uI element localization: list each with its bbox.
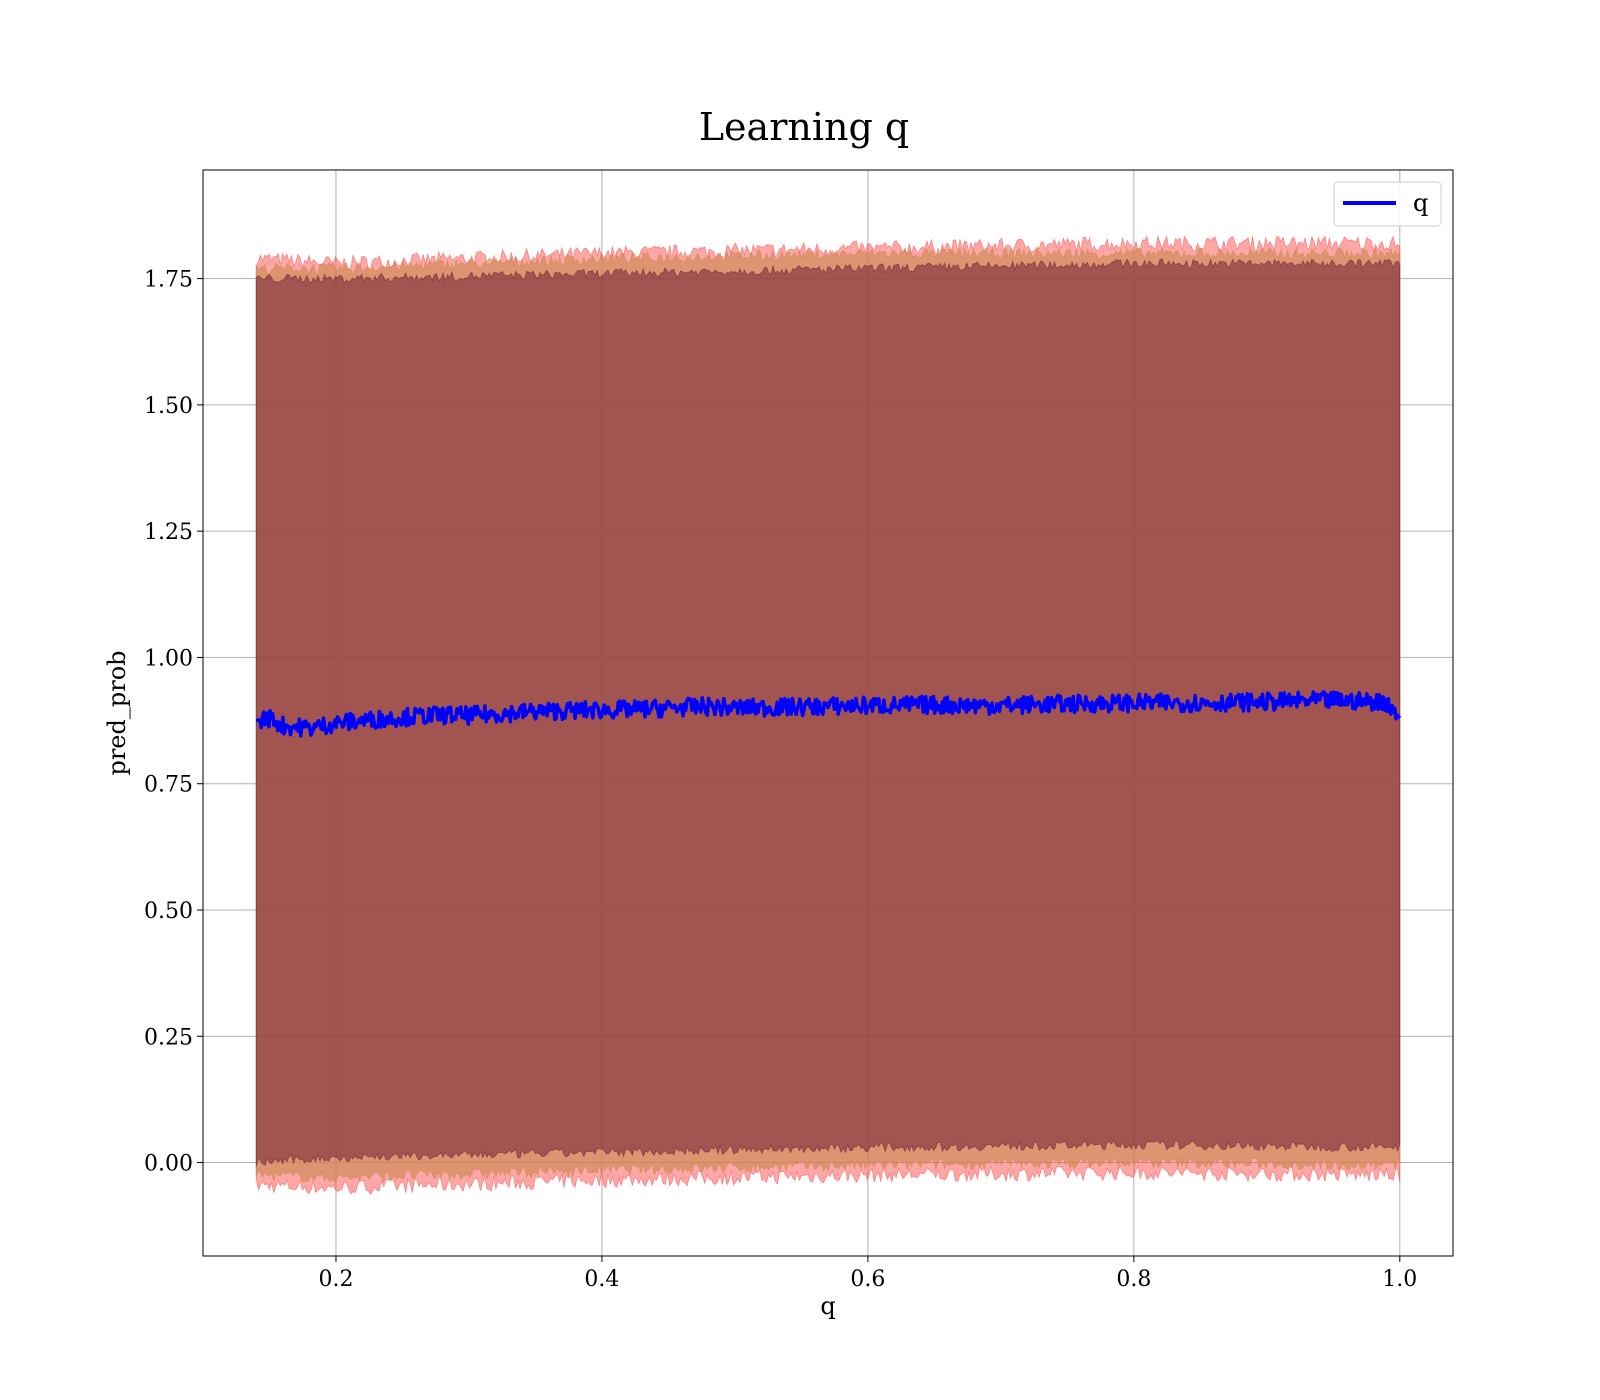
y-axis-label: pred_prob [103, 650, 131, 775]
x-tick-label: 0.2 [318, 1267, 353, 1292]
legend: q [1333, 181, 1442, 227]
series-line-q [255, 690, 1402, 738]
y-tick-label: 1.25 [144, 520, 193, 545]
band-inner [255, 258, 1401, 1167]
x-axis-ticks: 0.2 0.4 0.6 0.8 1.0 [318, 1256, 1417, 1292]
plot-area-frame [202, 169, 1454, 1257]
x-tick-label: 1.0 [1382, 1267, 1417, 1292]
series-lines [255, 690, 1402, 738]
y-tick-label: 1.50 [144, 394, 193, 419]
y-tick-label: 1.75 [144, 268, 193, 293]
y-tick-label: 1.00 [144, 646, 193, 671]
chart-title: Learning q [699, 105, 909, 149]
y-tick-label: 0.75 [144, 773, 193, 798]
y-tick-label: 0.25 [144, 1025, 193, 1050]
x-tick-label: 0.8 [1116, 1267, 1151, 1292]
confidence-bands [255, 235, 1401, 1196]
x-tick-label: 0.4 [584, 1267, 619, 1292]
x-tick-label: 0.6 [850, 1267, 885, 1292]
y-tick-label: 0.50 [144, 899, 193, 924]
legend-label: q [1413, 189, 1428, 217]
y-axis-ticks: 0.00 0.25 0.50 0.75 1.00 1.25 1.50 1.75 [144, 268, 203, 1177]
y-tick-label: 0.00 [144, 1152, 193, 1177]
x-axis-label: q [820, 1292, 835, 1320]
